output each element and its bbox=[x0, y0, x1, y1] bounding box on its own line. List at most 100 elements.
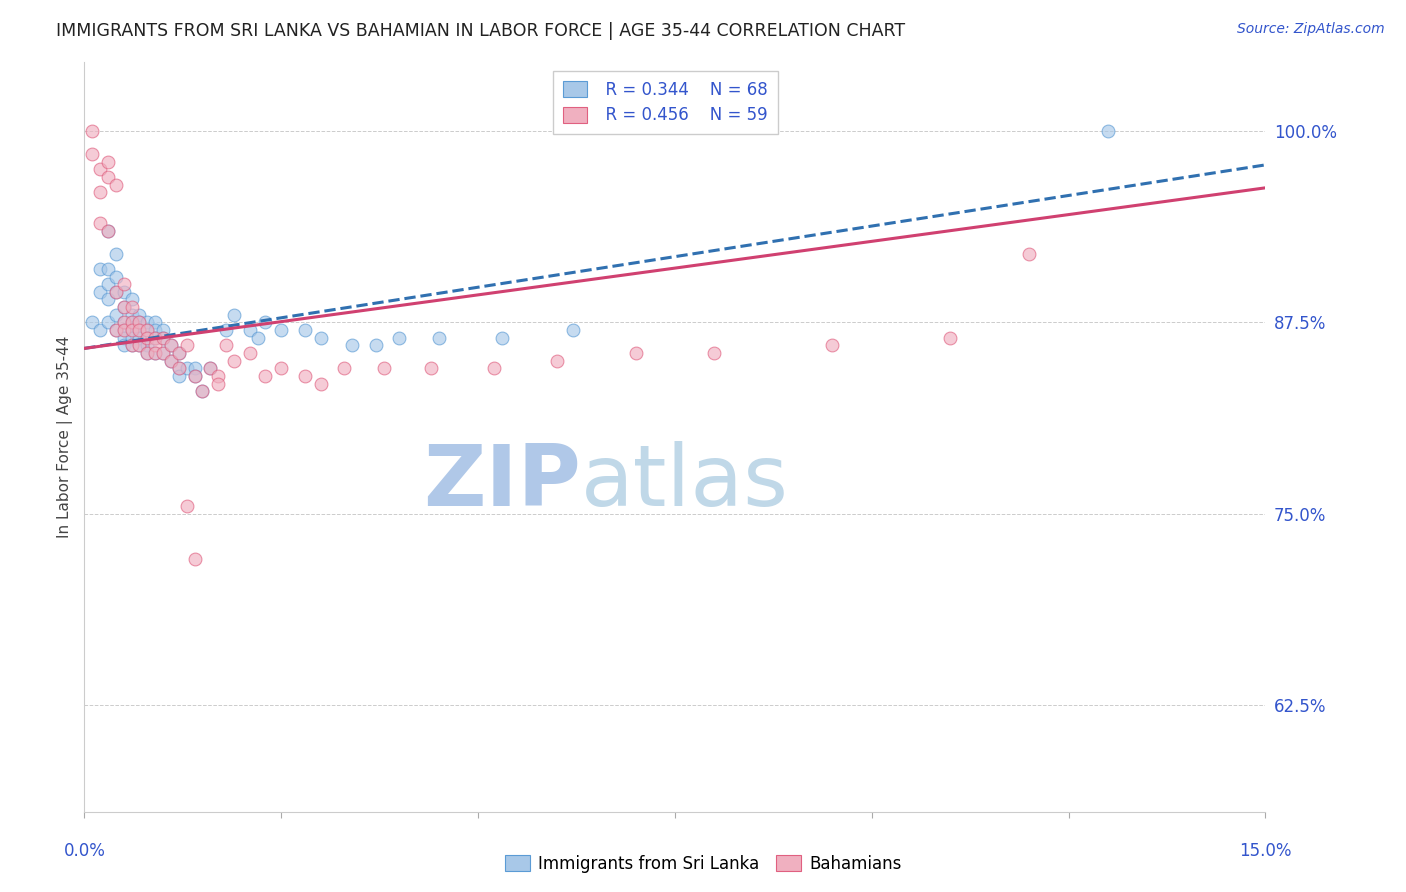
Point bbox=[82, 124, 104, 138]
Point bbox=[121, 323, 143, 337]
Point bbox=[104, 285, 127, 299]
Point bbox=[152, 331, 174, 345]
Point bbox=[112, 338, 135, 352]
Point bbox=[97, 293, 120, 307]
Point bbox=[152, 331, 174, 345]
Point bbox=[112, 323, 135, 337]
Point bbox=[373, 361, 395, 376]
Point bbox=[821, 338, 844, 352]
Point bbox=[239, 323, 262, 337]
Point bbox=[215, 323, 238, 337]
Point bbox=[207, 376, 229, 391]
Point bbox=[128, 338, 150, 352]
Point bbox=[340, 338, 363, 352]
Point bbox=[200, 361, 222, 376]
Point bbox=[136, 315, 159, 329]
Point bbox=[104, 285, 127, 299]
Point bbox=[222, 308, 245, 322]
Point bbox=[207, 368, 229, 383]
Point bbox=[128, 338, 150, 352]
Point bbox=[152, 346, 174, 360]
Point bbox=[89, 323, 111, 337]
Point bbox=[89, 162, 111, 177]
Legend: Immigrants from Sri Lanka, Bahamians: Immigrants from Sri Lanka, Bahamians bbox=[498, 848, 908, 880]
Point bbox=[97, 224, 120, 238]
Point bbox=[104, 178, 127, 192]
Point bbox=[160, 338, 183, 352]
Point bbox=[239, 346, 262, 360]
Point bbox=[136, 323, 159, 337]
Point bbox=[89, 216, 111, 230]
Point bbox=[246, 331, 269, 345]
Point bbox=[167, 346, 190, 360]
Point bbox=[167, 361, 190, 376]
Point bbox=[1018, 246, 1040, 260]
Point bbox=[128, 323, 150, 337]
Text: IMMIGRANTS FROM SRI LANKA VS BAHAMIAN IN LABOR FORCE | AGE 35-44 CORRELATION CHA: IMMIGRANTS FROM SRI LANKA VS BAHAMIAN IN… bbox=[56, 22, 905, 40]
Point bbox=[128, 331, 150, 345]
Point bbox=[136, 338, 159, 352]
Point bbox=[200, 361, 222, 376]
Point bbox=[112, 331, 135, 345]
Point bbox=[121, 338, 143, 352]
Point bbox=[136, 346, 159, 360]
Point bbox=[112, 300, 135, 314]
Point bbox=[121, 331, 143, 345]
Point bbox=[128, 315, 150, 329]
Point bbox=[254, 368, 277, 383]
Text: Source: ZipAtlas.com: Source: ZipAtlas.com bbox=[1237, 22, 1385, 37]
Point bbox=[104, 246, 127, 260]
Point bbox=[183, 361, 205, 376]
Text: ZIP: ZIP bbox=[423, 441, 581, 524]
Point bbox=[104, 269, 127, 284]
Point bbox=[104, 323, 127, 337]
Text: atlas: atlas bbox=[581, 441, 789, 524]
Point bbox=[294, 323, 316, 337]
Point bbox=[112, 300, 135, 314]
Point bbox=[215, 338, 238, 352]
Point bbox=[254, 315, 277, 329]
Point bbox=[97, 170, 120, 185]
Point bbox=[1097, 124, 1119, 138]
Point bbox=[128, 323, 150, 337]
Point bbox=[89, 261, 111, 276]
Point bbox=[143, 331, 166, 345]
Point bbox=[546, 353, 568, 368]
Point bbox=[183, 368, 205, 383]
Point bbox=[143, 315, 166, 329]
Point bbox=[89, 285, 111, 299]
Point bbox=[294, 368, 316, 383]
Point bbox=[97, 224, 120, 238]
Point bbox=[136, 331, 159, 345]
Text: 0.0%: 0.0% bbox=[63, 842, 105, 860]
Point bbox=[482, 361, 505, 376]
Point bbox=[104, 308, 127, 322]
Point bbox=[191, 384, 214, 399]
Point bbox=[309, 331, 332, 345]
Point bbox=[112, 315, 135, 329]
Point bbox=[167, 361, 190, 376]
Point bbox=[121, 315, 143, 329]
Point bbox=[364, 338, 387, 352]
Point bbox=[388, 331, 411, 345]
Point bbox=[121, 308, 143, 322]
Point bbox=[136, 323, 159, 337]
Point bbox=[136, 346, 159, 360]
Point bbox=[167, 368, 190, 383]
Point bbox=[270, 361, 292, 376]
Point bbox=[176, 361, 198, 376]
Point bbox=[143, 331, 166, 345]
Y-axis label: In Labor Force | Age 35-44: In Labor Force | Age 35-44 bbox=[58, 336, 73, 538]
Point bbox=[333, 361, 356, 376]
Point bbox=[121, 338, 143, 352]
Point bbox=[561, 323, 583, 337]
Point bbox=[97, 154, 120, 169]
Point bbox=[183, 368, 205, 383]
Point bbox=[112, 285, 135, 299]
Point bbox=[112, 323, 135, 337]
Point bbox=[427, 331, 450, 345]
Point bbox=[309, 376, 332, 391]
Point bbox=[143, 323, 166, 337]
Point bbox=[97, 277, 120, 292]
Point bbox=[160, 338, 183, 352]
